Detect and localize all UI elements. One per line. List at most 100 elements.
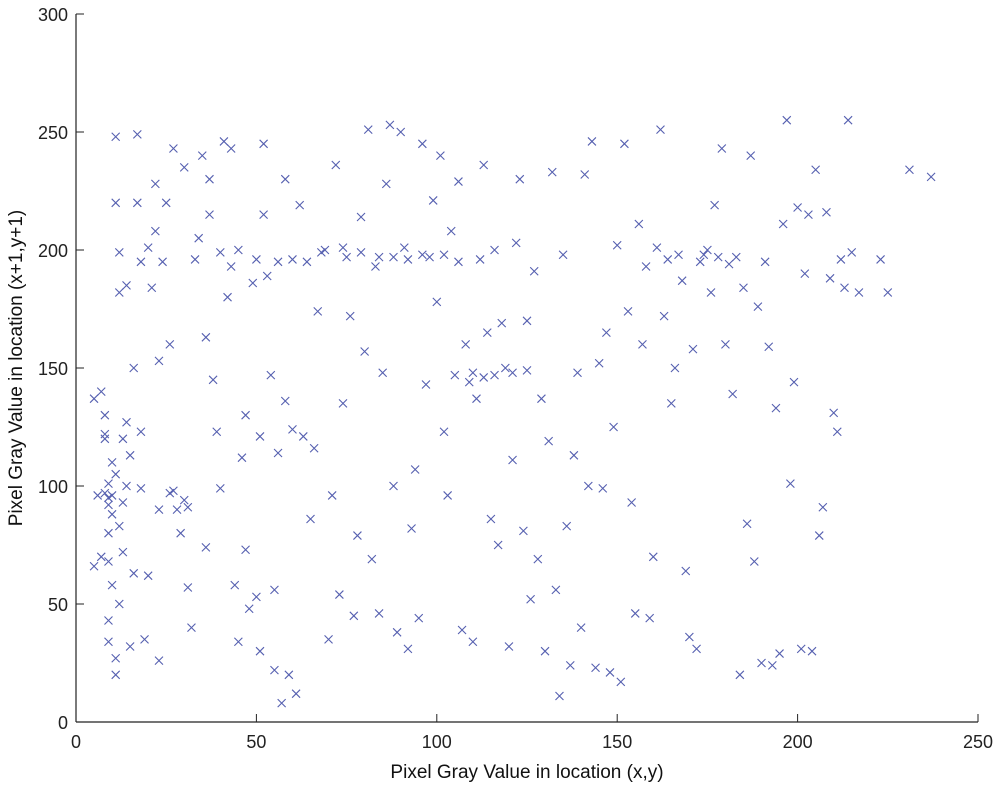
data-point bbox=[363, 125, 373, 135]
data-point bbox=[778, 219, 788, 229]
data-point bbox=[500, 363, 510, 373]
data-point bbox=[165, 340, 175, 349]
data-point bbox=[749, 557, 759, 566]
data-point bbox=[104, 637, 113, 647]
data-point bbox=[136, 257, 146, 267]
data-point bbox=[594, 358, 604, 368]
data-point bbox=[757, 658, 766, 668]
data-point bbox=[490, 245, 499, 255]
data-point bbox=[291, 689, 301, 699]
data-point bbox=[926, 172, 936, 182]
data-point bbox=[273, 448, 283, 458]
data-point bbox=[832, 427, 842, 437]
data-point bbox=[107, 580, 117, 590]
data-point bbox=[569, 450, 579, 460]
data-point bbox=[132, 129, 142, 139]
data-point bbox=[270, 665, 279, 675]
data-point bbox=[620, 139, 629, 149]
data-point bbox=[663, 255, 673, 264]
data-point bbox=[324, 635, 333, 644]
data-point bbox=[389, 481, 398, 491]
data-point bbox=[598, 483, 608, 493]
data-point bbox=[111, 670, 121, 680]
data-point bbox=[172, 505, 182, 514]
data-point bbox=[706, 288, 716, 297]
data-point bbox=[583, 481, 593, 491]
data-point bbox=[266, 370, 276, 380]
data-point bbox=[417, 250, 427, 260]
data-point bbox=[703, 245, 712, 255]
data-point bbox=[576, 623, 586, 632]
data-point bbox=[302, 257, 312, 267]
data-point bbox=[280, 396, 290, 406]
data-point bbox=[147, 283, 157, 293]
data-point bbox=[540, 646, 550, 656]
data-point bbox=[529, 266, 539, 276]
data-point bbox=[104, 557, 113, 566]
data-point bbox=[836, 255, 846, 264]
data-point bbox=[114, 521, 124, 531]
data-point bbox=[688, 344, 698, 354]
data-point bbox=[104, 616, 113, 625]
data-point bbox=[331, 160, 341, 170]
data-point bbox=[158, 257, 167, 267]
data-point bbox=[648, 552, 658, 562]
data-point bbox=[320, 245, 330, 255]
data-point bbox=[259, 139, 269, 149]
data-point bbox=[674, 250, 683, 260]
data-point bbox=[342, 252, 351, 262]
data-point bbox=[201, 542, 211, 552]
axes bbox=[75, 14, 978, 723]
data-point bbox=[161, 198, 171, 208]
data-point bbox=[252, 255, 261, 264]
data-point bbox=[262, 271, 272, 281]
data-point bbox=[277, 698, 287, 708]
data-point bbox=[154, 356, 164, 366]
data-point bbox=[883, 288, 893, 297]
data-point bbox=[226, 144, 236, 153]
data-point bbox=[356, 212, 366, 222]
data-point bbox=[439, 250, 449, 260]
data-point bbox=[804, 210, 813, 219]
data-point bbox=[482, 328, 492, 337]
data-point bbox=[140, 635, 149, 644]
data-point bbox=[414, 613, 424, 623]
data-point bbox=[782, 115, 792, 125]
data-point bbox=[215, 483, 225, 493]
data-point bbox=[645, 613, 655, 623]
data-point bbox=[338, 243, 348, 253]
data-point bbox=[565, 660, 575, 670]
data-point bbox=[767, 660, 777, 670]
data-point bbox=[807, 646, 817, 656]
data-point bbox=[100, 488, 110, 498]
data-point bbox=[93, 491, 103, 500]
data-point bbox=[345, 311, 355, 321]
data-point bbox=[547, 167, 557, 177]
data-point bbox=[295, 200, 305, 210]
data-point bbox=[226, 262, 236, 271]
data-point bbox=[493, 540, 503, 550]
data-point bbox=[609, 422, 618, 432]
data-point bbox=[796, 644, 806, 654]
data-point bbox=[739, 283, 748, 293]
data-point bbox=[630, 609, 640, 618]
data-point bbox=[154, 656, 164, 666]
data-point bbox=[829, 408, 839, 418]
data-point bbox=[111, 198, 121, 208]
data-point bbox=[771, 403, 781, 413]
data-point bbox=[573, 368, 582, 378]
data-point bbox=[522, 365, 532, 375]
data-point bbox=[753, 302, 763, 312]
data-point bbox=[230, 580, 240, 590]
scatter-points bbox=[89, 115, 936, 708]
data-point bbox=[143, 243, 153, 253]
data-point bbox=[136, 427, 146, 437]
data-point bbox=[847, 247, 857, 257]
data-point bbox=[641, 262, 651, 271]
data-point bbox=[450, 370, 460, 380]
data-point bbox=[252, 592, 261, 602]
data-point bbox=[511, 238, 521, 248]
data-point bbox=[201, 332, 211, 342]
data-point bbox=[107, 509, 117, 519]
data-point bbox=[125, 642, 135, 651]
